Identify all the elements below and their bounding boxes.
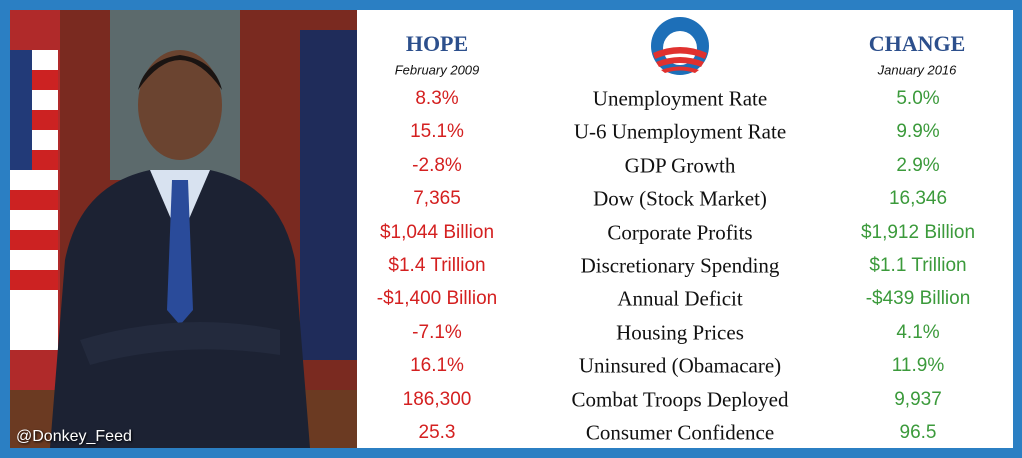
change-value: 96.5 — [899, 422, 937, 443]
metric-label: Dow (Stock Market) — [593, 186, 767, 211]
hope-date: February 2009 — [394, 62, 480, 78]
hope-value: -7.1% — [412, 321, 462, 343]
metric-label: Unemployment Rate — [592, 86, 768, 111]
logo — [651, 17, 709, 75]
hope-value: 16.1% — [410, 355, 464, 377]
hope-value: -2.8% — [412, 154, 462, 176]
metric-label: Combat Troops Deployed — [571, 387, 789, 412]
hope-value: 15.1% — [410, 121, 464, 143]
hope-value: 8.3% — [415, 88, 459, 109]
metric-label: U-6 Unemployment Rate — [573, 119, 787, 144]
hope-value: $1,044 Billion — [379, 221, 495, 243]
metric-label: GDP Growth — [624, 153, 736, 178]
hope-value: $1.4 Trillion — [388, 255, 486, 276]
hope-value: 25.3 — [418, 422, 456, 443]
change-value: 16,346 — [888, 188, 948, 210]
hope-title: HOPE — [405, 31, 469, 56]
change-date: January 2016 — [877, 62, 957, 78]
change-title: CHANGE — [868, 31, 966, 56]
change-value: 9,937 — [894, 388, 942, 410]
change-value: 11.9% — [891, 355, 945, 377]
metric-label: Discretionary Spending — [580, 253, 780, 278]
change-value: 9.9% — [896, 121, 940, 143]
change-value: $1.1 Trillion — [869, 255, 967, 276]
change-value: $1,912 Billion — [860, 221, 976, 243]
metric-label: Corporate Profits — [607, 220, 753, 245]
change-value: -$439 Billion — [865, 288, 971, 310]
change-value: 5.0% — [896, 88, 940, 109]
hope-value: 7,365 — [413, 188, 461, 210]
metric-label: Annual Deficit — [617, 286, 743, 311]
portrait — [10, 10, 357, 448]
watermark: @Donkey_Feed — [16, 428, 132, 445]
change-value: 4.1% — [896, 321, 940, 343]
metric-label: Housing Prices — [616, 320, 744, 345]
metric-label: Uninsured (Obamacare) — [578, 353, 782, 378]
change-value: 2.9% — [896, 154, 940, 176]
table-panel: HOPE February 2009 CHANGE January 2016 8… — [357, 10, 1013, 448]
metric-label: Consumer Confidence — [585, 420, 775, 445]
hope-value: -$1,400 Billion — [376, 288, 498, 310]
hope-value: 186,300 — [402, 388, 472, 410]
